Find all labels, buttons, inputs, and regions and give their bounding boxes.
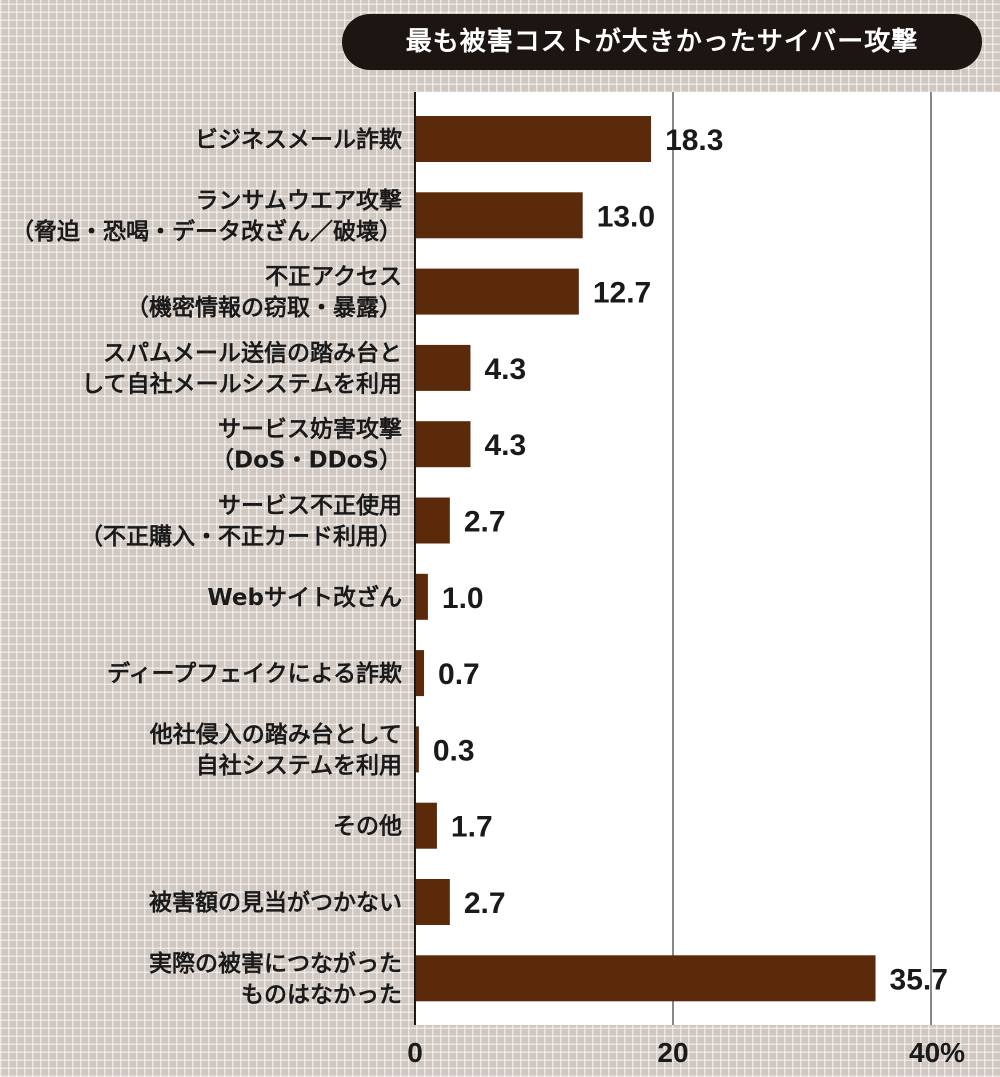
x-tick-label: 0: [407, 1037, 423, 1068]
bar: [415, 421, 471, 468]
bar: [415, 879, 450, 925]
value-label: 1.0: [442, 582, 484, 615]
category-label: 実際の被害につながった: [149, 950, 402, 977]
category-label: （脅迫・恐喝・データ改ざん／破壊）: [11, 218, 402, 245]
category-label: サービス不正使用: [218, 493, 402, 519]
value-label: 4.3: [484, 353, 526, 386]
value-label: 4.3: [484, 429, 526, 462]
value-label: 35.7: [890, 963, 948, 996]
category-label: （不正購入・不正カード利用）: [80, 523, 402, 550]
chart-title: 最も被害コストが大きかったサイバー攻撃: [342, 14, 982, 70]
bar: [415, 955, 876, 1002]
bar: [415, 497, 450, 544]
category-label: して自社メールシステムを利用: [81, 370, 402, 397]
value-label: 13.0: [597, 200, 655, 233]
value-label: 18.3: [665, 124, 723, 157]
category-label: スパムメール送信の踏み台と: [103, 339, 402, 366]
bar: [415, 802, 437, 849]
x-tick-label: 20: [657, 1037, 688, 1068]
bar: [415, 192, 583, 239]
category-label: 被害額の見当がつかない: [149, 889, 402, 916]
category-label: サービス妨害攻撃: [218, 416, 402, 443]
category-label: ランサムウエア攻撃: [195, 187, 402, 214]
value-label: 1.7: [451, 811, 493, 844]
category-label: その他: [333, 814, 402, 840]
x-tick-label: 40%: [909, 1037, 965, 1068]
category-label: （機密情報の窃取・暴露）: [126, 294, 402, 321]
category-label: （DoS・DDoS）: [211, 447, 402, 474]
plot-area: [415, 92, 1000, 1025]
bar: [415, 573, 428, 620]
category-label: Webサイト改ざん: [207, 584, 402, 611]
value-label: 2.7: [464, 887, 506, 920]
category-label: 自社システムを利用: [196, 752, 402, 779]
bar: [415, 344, 471, 391]
bar: [415, 650, 425, 697]
category-label: 不正アクセス: [265, 264, 402, 290]
category-label: ビジネスメール詐欺: [195, 126, 402, 153]
bar: [415, 116, 652, 162]
value-label: 12.7: [593, 277, 651, 310]
category-label: 他社侵入の踏み台として: [149, 721, 402, 748]
bar: [415, 726, 419, 773]
value-label: 0.3: [433, 734, 475, 767]
category-label: ディープフェイクによる詐欺: [107, 660, 402, 687]
value-label: 0.7: [438, 658, 480, 691]
bar: [415, 268, 579, 315]
value-label: 2.7: [464, 506, 506, 539]
category-label: ものはなかった: [241, 982, 402, 1008]
